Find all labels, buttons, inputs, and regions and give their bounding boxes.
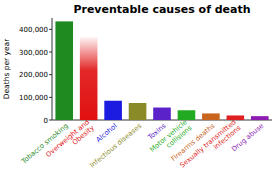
y-tick-label: 300,000: [19, 49, 48, 57]
y-tick-label: 400,000: [19, 26, 48, 34]
y-tick-label: 0: [44, 117, 48, 125]
bar: [129, 103, 147, 120]
y-tick: [49, 120, 52, 121]
bar: [178, 110, 196, 120]
y-tick-label: 200,000: [19, 71, 48, 79]
x-tick-label: Infectious diseases: [88, 122, 143, 170]
y-tick-label: 100,000: [19, 94, 48, 102]
label-line: Infectious diseases: [88, 122, 143, 170]
x-tick-label: Drug abuse: [230, 122, 265, 153]
y-tick: [49, 52, 52, 53]
y-tick: [49, 29, 52, 30]
x-tick-label: Motor vehiclecollisions: [148, 118, 194, 160]
title: Preventable causes of death: [73, 3, 250, 16]
bar: [202, 113, 220, 120]
y-tick: [49, 97, 52, 98]
bar: [227, 115, 245, 120]
bar: [80, 37, 98, 120]
y-tick: [49, 74, 52, 75]
x-tick-label: Overweight andObesity: [44, 118, 95, 165]
bar: [55, 21, 73, 120]
bar: [104, 101, 122, 120]
bar: [153, 108, 171, 120]
label-line: Drug abuse: [230, 122, 265, 153]
y-axis-label: Deaths per year: [2, 38, 11, 99]
chart: Preventable causes of death Deaths per ye…: [0, 0, 277, 181]
y-axis: [52, 18, 53, 120]
label-line: Obesity: [71, 124, 96, 147]
bar: [251, 116, 269, 120]
label-line: Sexually transmitted: [178, 118, 237, 170]
bars: [55, 21, 268, 120]
